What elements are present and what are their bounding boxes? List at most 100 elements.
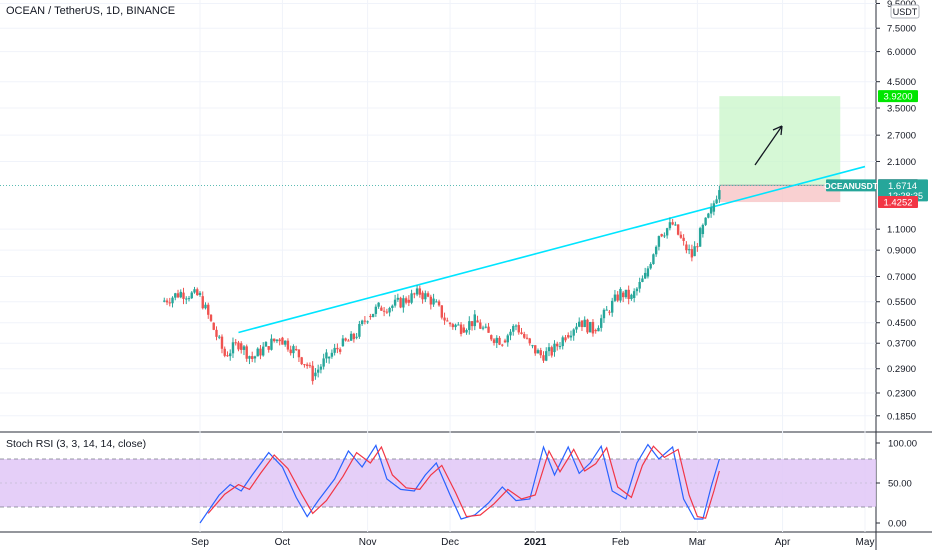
candle-body xyxy=(632,291,636,298)
candle-body xyxy=(292,346,295,354)
candle-body xyxy=(349,333,353,341)
candle-body xyxy=(190,292,193,299)
candle-body xyxy=(327,356,331,359)
candle-body xyxy=(380,307,383,311)
candle-body xyxy=(437,301,441,306)
candle-body xyxy=(204,304,207,309)
x-tick-label: Sep xyxy=(191,537,209,548)
candle-body xyxy=(638,281,641,289)
candle-body xyxy=(572,329,575,336)
x-tick-label: Dec xyxy=(441,537,459,548)
x-tick-label: Nov xyxy=(359,537,377,548)
candle-body xyxy=(242,346,246,350)
candle-body xyxy=(545,351,548,361)
candle-body xyxy=(624,289,628,298)
target-price-label-badge xyxy=(878,90,918,103)
arrow-head xyxy=(772,125,783,136)
target-zone xyxy=(719,96,841,186)
stop-price-label: 1.4252 xyxy=(883,198,912,209)
candle-body xyxy=(663,235,666,237)
candle-body xyxy=(393,299,397,306)
candle-body xyxy=(679,234,683,238)
candle-body xyxy=(311,365,314,382)
candle-body xyxy=(646,268,650,277)
y-tick-label: 2.7000 xyxy=(887,131,916,142)
candle-body xyxy=(501,344,504,346)
candle-body xyxy=(619,288,622,301)
candle-body xyxy=(270,338,273,350)
stoch-d-line xyxy=(207,445,720,519)
candle-body xyxy=(652,254,655,265)
candle-body xyxy=(531,345,534,347)
candle-body xyxy=(187,298,191,300)
candle-body xyxy=(550,347,553,356)
osc-tick-label: 0.00 xyxy=(888,519,907,530)
candle-body xyxy=(207,304,210,315)
candle-body xyxy=(382,310,386,312)
candle-body xyxy=(704,217,707,225)
candle-body xyxy=(267,346,270,350)
candle-body xyxy=(407,299,411,303)
candle-body xyxy=(201,296,204,309)
candle-body xyxy=(465,329,468,333)
y-tick-label: 4.5000 xyxy=(887,77,916,88)
candle-body xyxy=(605,309,608,311)
candle-body xyxy=(495,337,498,343)
currency-badge xyxy=(890,4,920,19)
candle-body xyxy=(182,292,185,299)
candle-body xyxy=(286,340,290,350)
candle-body xyxy=(366,321,369,323)
candle-body xyxy=(556,343,559,347)
candle-body xyxy=(388,307,391,313)
candle-body xyxy=(599,318,603,328)
candle-body xyxy=(212,322,215,330)
candle-body xyxy=(487,326,490,333)
symbol-badge xyxy=(826,179,876,192)
candle-body xyxy=(440,305,444,318)
candle-body xyxy=(289,349,292,354)
candle-body xyxy=(674,224,677,226)
candle-body xyxy=(578,321,581,327)
candle-body xyxy=(399,297,402,308)
y-tick-label: 7.5000 xyxy=(887,24,916,35)
candle-body xyxy=(341,338,345,347)
candle-body xyxy=(336,347,339,350)
candle-body xyxy=(446,320,449,322)
candle-body xyxy=(473,314,476,327)
candle-body xyxy=(676,224,680,235)
candle-body xyxy=(240,343,243,350)
candle-body xyxy=(621,292,625,298)
candle-body xyxy=(479,322,482,329)
osc-tick-label: 100.00 xyxy=(888,439,917,450)
candle-body xyxy=(308,365,312,367)
candle-body xyxy=(459,324,463,334)
candle-body xyxy=(698,228,702,247)
candle-body xyxy=(374,306,378,314)
candle-body xyxy=(517,325,520,333)
candle-body xyxy=(476,320,479,323)
candle-body xyxy=(492,339,496,343)
candle-body xyxy=(413,293,416,295)
candle-body xyxy=(305,364,309,366)
candle-body xyxy=(660,234,663,237)
candle-body xyxy=(707,213,710,218)
candle-body xyxy=(171,297,174,304)
y-tick-label: 3.5000 xyxy=(887,104,916,115)
candle-body xyxy=(685,244,688,251)
candle-body xyxy=(165,300,169,303)
candle-body xyxy=(539,350,542,356)
candle-body xyxy=(701,224,705,235)
candle-body xyxy=(503,340,507,343)
candle-body xyxy=(421,292,424,300)
candle-body xyxy=(490,335,493,340)
candle-body xyxy=(303,364,306,366)
current-price-badge xyxy=(878,179,928,202)
candle-body xyxy=(176,293,180,298)
candle-body xyxy=(687,249,691,251)
candle-body xyxy=(514,325,518,327)
candle-body xyxy=(229,353,232,357)
candle-body xyxy=(275,339,279,342)
candle-body xyxy=(234,342,237,344)
candle-body xyxy=(547,347,551,352)
candle-body xyxy=(330,352,334,357)
